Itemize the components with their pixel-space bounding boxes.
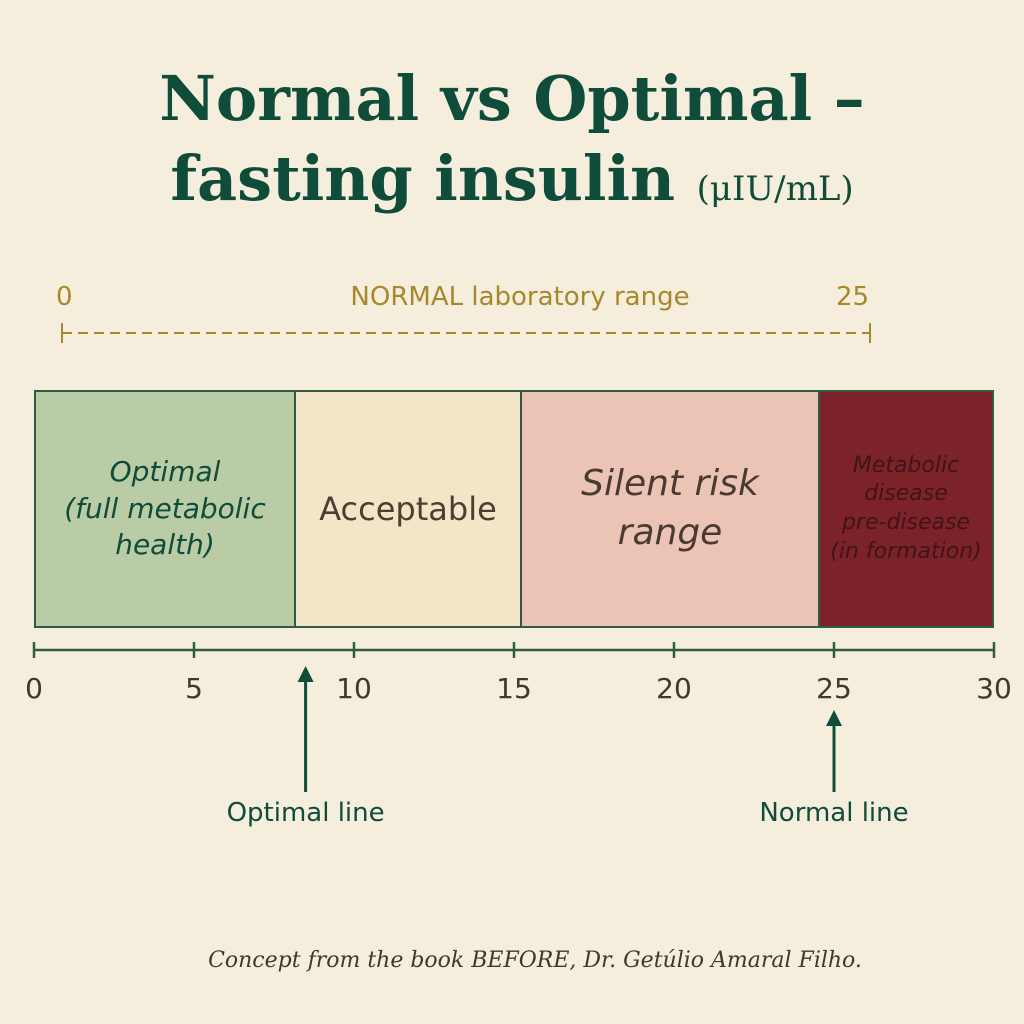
title-text: fasting insulin [170,142,676,215]
normal-range-end-label: 25 [836,282,870,312]
zone-acceptable-label: Acceptable [319,490,497,528]
zone-silent-risk: Silent risk range [520,392,818,626]
axis-ticks [32,642,996,658]
optimal-line-arrow-head [297,666,314,682]
normal-line-label: Normal line [759,798,909,828]
optimal-line-label: Optimal line [226,798,385,828]
tick-label: 20 [656,672,692,705]
zone-acceptable: Acceptable [294,392,520,626]
tick-label: 15 [496,672,532,705]
title-line-1: Normal vs Optimal – [159,62,865,135]
marker-arrows [297,666,842,792]
zone-optimal: Optimal (full metabolic health) [36,392,294,626]
normal-range-start-label: 0 [56,282,73,312]
title-unit: (μIU/mL) [696,169,854,209]
range-bar: Optimal (full metabolic health) Acceptab… [34,390,994,628]
zone-silent-risk-label: Silent risk range [581,463,759,553]
footnote: Concept from the book BEFORE, Dr. Getúli… [208,948,862,973]
tick-label: 30 [976,672,1012,705]
tick-label: 5 [185,672,203,705]
tick-label: 25 [816,672,852,705]
tick-label: 10 [336,672,372,705]
zone-metabolic-disease: Metabolic disease pre-disease (in format… [818,392,992,626]
title-line-2: fasting insulin (μIU/mL) [0,142,1024,215]
normal-range-label: NORMAL laboratory range [350,282,690,312]
zone-metabolic-disease-label: Metabolic disease pre-disease (in format… [830,452,982,564]
tick-label: 0 [25,672,43,705]
normal-line-arrow-head [826,710,842,726]
zone-optimal-label: Optimal (full metabolic health) [64,455,266,562]
